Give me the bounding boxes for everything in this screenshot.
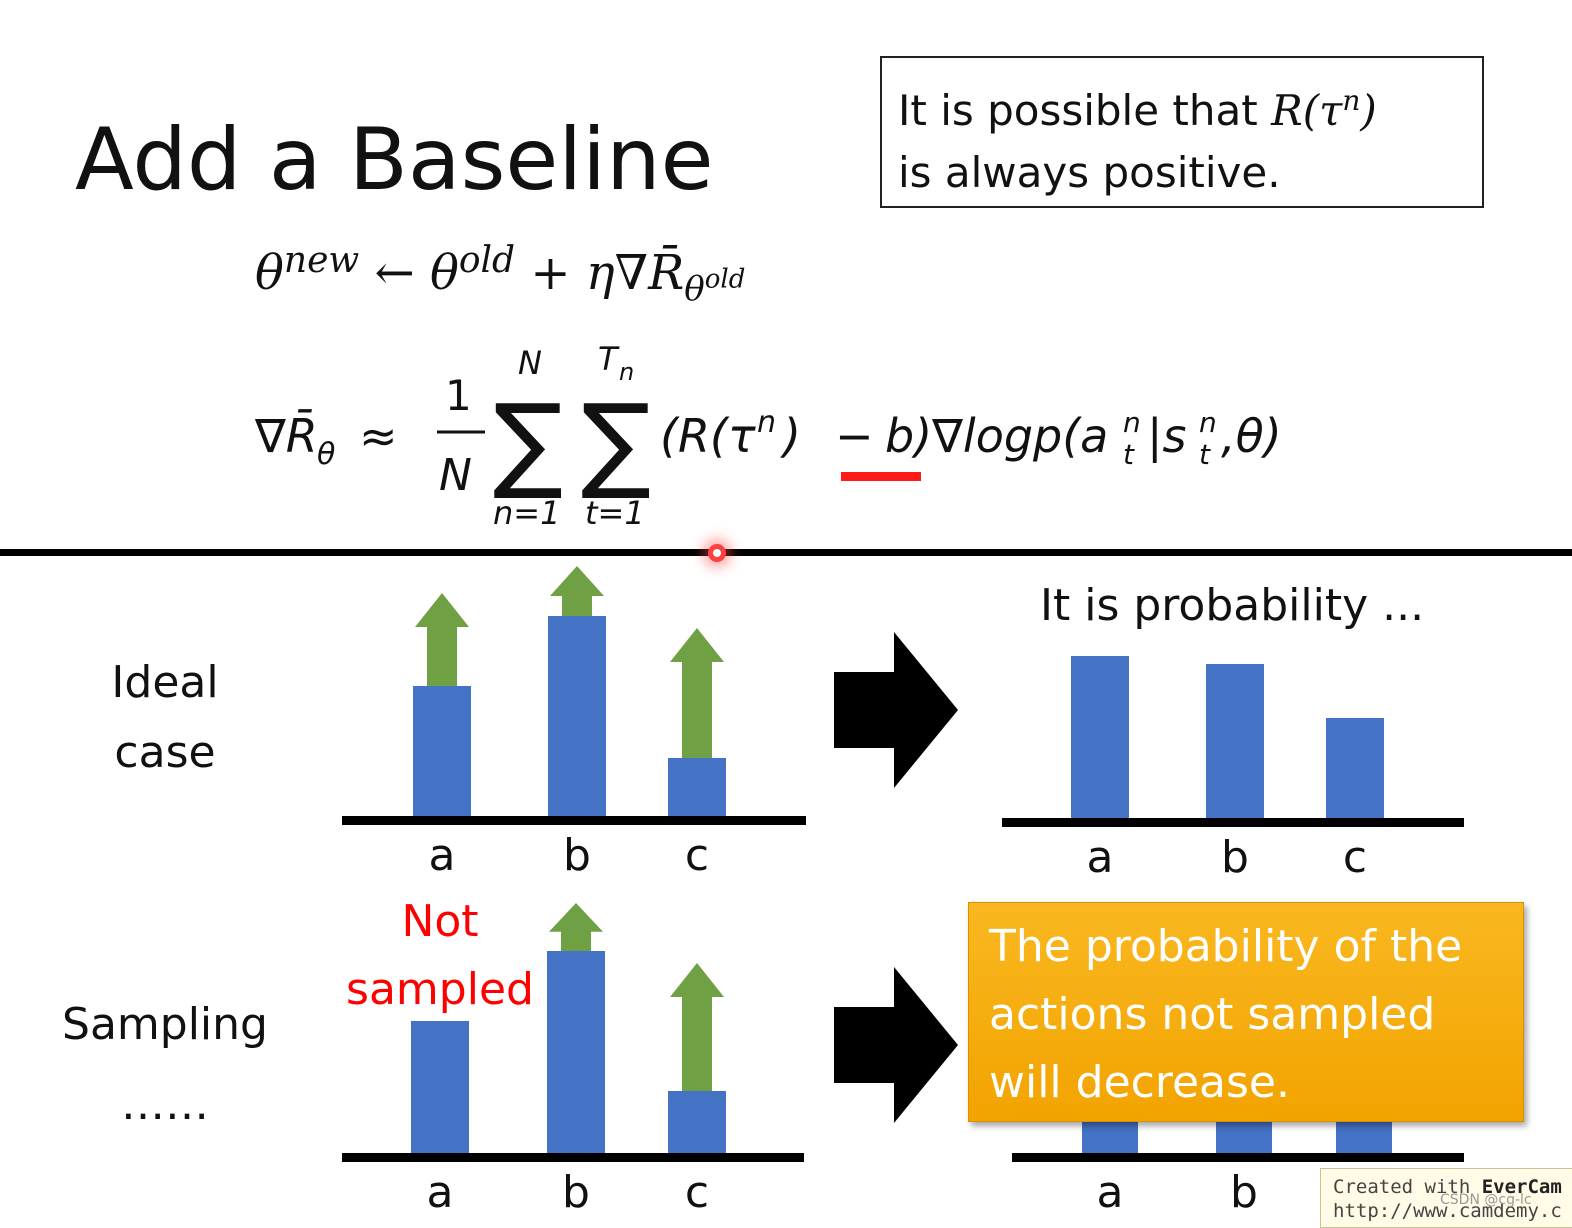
svg-text:n: n bbox=[1123, 406, 1141, 439]
update-rule-formula: θnew ← θold + η∇R̄θold bbox=[255, 240, 746, 309]
ideal-label-line1: Ideal bbox=[111, 657, 219, 708]
svg-text:T: T bbox=[598, 340, 620, 378]
evercam-watermark: Created with EverCam http://www.camdemy.… bbox=[1320, 1168, 1572, 1228]
bar-a bbox=[413, 686, 471, 816]
bar-a bbox=[1071, 656, 1129, 818]
bar-c bbox=[668, 1091, 726, 1153]
not-sampled-line2: sampled bbox=[346, 964, 534, 1015]
tick-label-a: a bbox=[429, 830, 456, 881]
x-axis bbox=[1012, 1153, 1464, 1162]
svg-text:1: 1 bbox=[445, 371, 472, 420]
svg-text:∑: ∑ bbox=[493, 381, 563, 503]
bar-b bbox=[548, 616, 606, 816]
slide-title: Add a Baseline bbox=[75, 110, 714, 210]
not-sampled-label: Not sampled bbox=[340, 888, 540, 1024]
svg-text:n: n bbox=[1199, 406, 1217, 439]
sampling-label: Sampling bbox=[62, 999, 268, 1050]
callout-line2: actions not sampled bbox=[989, 989, 1436, 1040]
gradient-formula: ∇R̄ θ ≈ 1 N N ∑ n=1 T n ∑ t=1 (R(τ n ) −… bbox=[255, 340, 1282, 530]
sampling-before-chart: a b c bbox=[342, 903, 804, 1218]
ideal-case-label: Ideal case bbox=[85, 648, 245, 788]
tick-label-b: b bbox=[563, 830, 591, 881]
svg-text:t: t bbox=[1123, 438, 1135, 471]
tick-label-b: b bbox=[1230, 1167, 1258, 1218]
not-sampled-line1: Not bbox=[401, 896, 479, 947]
callout-line1: The probability of the bbox=[989, 921, 1463, 972]
bar-c bbox=[1326, 718, 1384, 818]
svg-text:θ: θ bbox=[317, 437, 335, 472]
laser-pointer-icon bbox=[708, 544, 726, 562]
note-math: R(τn) bbox=[1271, 84, 1377, 135]
tick-label-c: c bbox=[1343, 832, 1367, 883]
increase-arrow-icon-c bbox=[670, 963, 724, 1091]
svg-text:,θ): ,θ) bbox=[1221, 409, 1282, 463]
tick-label-a: a bbox=[1097, 1167, 1124, 1218]
tick-label-b: b bbox=[562, 1167, 590, 1218]
tick-label-c: c bbox=[685, 1167, 709, 1218]
svg-text:N: N bbox=[518, 344, 542, 382]
tick-label-c: c bbox=[685, 830, 709, 881]
svg-text:t: t bbox=[1199, 438, 1211, 471]
x-axis bbox=[1002, 818, 1464, 827]
svg-text:n: n bbox=[757, 405, 776, 440]
svg-text:n: n bbox=[619, 358, 634, 386]
svg-text:t=1: t=1 bbox=[585, 494, 645, 530]
x-axis bbox=[342, 816, 806, 825]
callout-line3: will decrease. bbox=[989, 1057, 1290, 1108]
watermark-brand: EverCam bbox=[1481, 1176, 1562, 1198]
svg-text:∑: ∑ bbox=[581, 381, 651, 503]
x-axis bbox=[342, 1153, 804, 1162]
transition-arrow-icon-sampling bbox=[834, 967, 958, 1123]
watermark-url: http://www.camdemy.c bbox=[1333, 1200, 1562, 1222]
ideal-after-chart: a b c bbox=[1002, 656, 1464, 883]
svg-text:): ) bbox=[780, 409, 801, 463]
note-box: It is possible that R(τn) is always posi… bbox=[880, 56, 1484, 208]
svg-text:n=1: n=1 bbox=[493, 494, 560, 530]
decrease-callout: The probability of the actions not sampl… bbox=[968, 902, 1524, 1122]
section-divider bbox=[0, 549, 1572, 556]
svg-text:|s: |s bbox=[1147, 409, 1186, 464]
increase-arrow-icon-b bbox=[549, 903, 603, 951]
csdn-credit: CSDN @cg-lc bbox=[1440, 1192, 1532, 1208]
watermark-prefix: Created with bbox=[1333, 1176, 1482, 1198]
svg-text:−: − bbox=[835, 409, 874, 463]
svg-text:N: N bbox=[439, 450, 472, 501]
increase-arrow-icon-c bbox=[670, 628, 724, 758]
increase-arrow-icon-b bbox=[550, 566, 604, 616]
ideal-label-line2: case bbox=[114, 727, 216, 778]
svg-text:∇R̄: ∇R̄ bbox=[255, 409, 318, 463]
bar-a bbox=[411, 1021, 469, 1153]
transition-arrow-icon-ideal bbox=[834, 632, 958, 788]
tick-label-a: a bbox=[427, 1167, 454, 1218]
ideal-before-chart: a b c bbox=[342, 566, 806, 881]
increase-arrow-icon-a bbox=[415, 593, 469, 686]
svg-text:≈: ≈ bbox=[359, 409, 398, 463]
note-text-line2: is always positive. bbox=[898, 148, 1281, 197]
bar-c bbox=[668, 758, 726, 816]
probability-label: It is probability ... bbox=[1040, 580, 1425, 631]
sampling-dots: …… bbox=[121, 1079, 209, 1130]
tick-label-a: a bbox=[1087, 832, 1114, 883]
tick-label-b: b bbox=[1221, 832, 1249, 883]
bar-b bbox=[1206, 664, 1264, 818]
bar-b bbox=[547, 951, 605, 1153]
svg-text:(R(τ: (R(τ bbox=[660, 409, 756, 463]
note-text-line1: It is possible that bbox=[898, 86, 1258, 135]
baseline-highlight bbox=[841, 472, 921, 481]
svg-text:b)∇logp(a: b)∇logp(a bbox=[885, 409, 1108, 463]
